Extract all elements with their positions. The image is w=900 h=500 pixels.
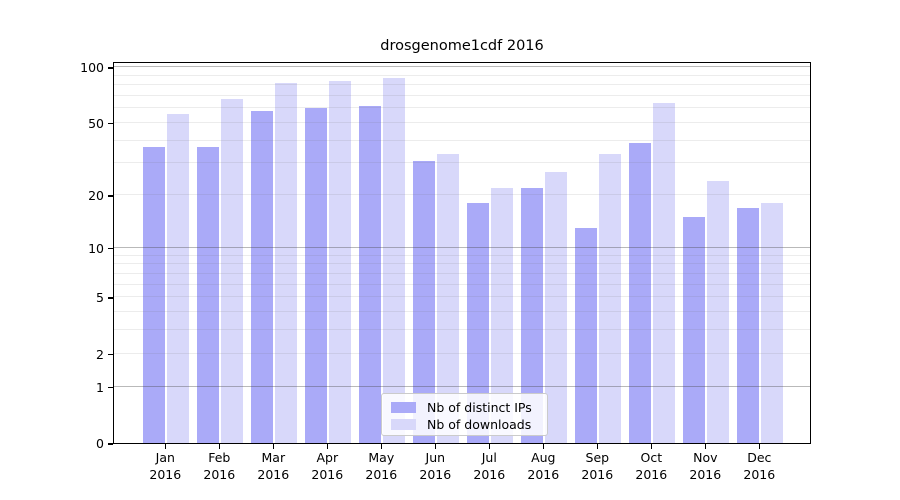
bar-aug-2016-downloads (545, 171, 568, 443)
bar-nov-2016-distinct-ips (683, 217, 706, 443)
x-tick-mark-dec-2016 (758, 444, 761, 449)
x-tick-label-nov-2016: Nov 2016 (689, 450, 722, 482)
legend: Nb of distinct IPs Nb of downloads (381, 393, 548, 436)
legend-item-downloads: Nb of downloads (391, 416, 538, 433)
x-tick-mark-mar-2016 (272, 444, 275, 449)
x-tick-label-aug-2016: Aug 2016 (527, 450, 560, 482)
bar-may-2016-distinct-ips (359, 105, 382, 443)
x-tick-label-mar-2016: Mar 2016 (257, 450, 290, 482)
x-tick-mark-sep-2016 (596, 444, 599, 449)
y-tick-mark-2 (108, 353, 113, 356)
x-tick-mark-jul-2016 (488, 444, 491, 449)
bar-feb-2016-downloads (221, 99, 244, 443)
x-tick-label-oct-2016: Oct 2016 (635, 450, 668, 482)
y-tick-label-20: 20 (88, 188, 104, 204)
gridline-60 (114, 107, 810, 109)
x-tick-label-feb-2016: Feb 2016 (203, 450, 236, 482)
x-tick-mark-jun-2016 (434, 444, 437, 449)
x-tick-label-jul-2016: Jul 2016 (473, 450, 506, 482)
y-tick-label-0: 0 (96, 436, 104, 451)
x-tick-mark-nov-2016 (704, 444, 707, 449)
x-tick-mark-aug-2016 (542, 444, 545, 449)
x-tick-mark-apr-2016 (326, 444, 329, 449)
y-tick-label-100: 100 (80, 60, 104, 76)
bar-apr-2016-downloads (329, 81, 352, 443)
gridline-90 (114, 74, 810, 76)
bar-jul-2016-downloads (491, 187, 514, 443)
bar-jun-2016-downloads (437, 153, 460, 443)
y-tick-label-1: 1 (96, 379, 104, 395)
y-tick-mark-5 (108, 297, 113, 299)
x-tick-mark-feb-2016 (218, 444, 221, 449)
y-tick-label-10: 10 (88, 240, 104, 256)
legend-swatch-distinct-ips (391, 402, 416, 413)
y-tick-label-2: 2 (96, 346, 104, 362)
x-tick-label-may-2016: May 2016 (365, 450, 398, 482)
bar-jan-2016-distinct-ips (143, 146, 166, 443)
bar-apr-2016-distinct-ips (305, 108, 328, 443)
legend-item-distinct-ips: Nb of distinct IPs (391, 399, 538, 416)
gridline-50 (114, 121, 810, 123)
y-tick-mark-1 (108, 386, 113, 389)
x-tick-mark-jan-2016 (164, 444, 167, 449)
y-tick-mark-50 (108, 122, 113, 125)
legend-label-downloads: Nb of downloads (427, 417, 532, 432)
gridline-100 (114, 66, 810, 68)
bar-mar-2016-distinct-ips (251, 110, 274, 443)
y-tick-mark-0 (108, 443, 113, 445)
x-tick-label-dec-2016: Dec 2016 (743, 450, 776, 482)
x-tick-label-jan-2016: Jan 2016 (149, 450, 182, 482)
bar-sep-2016-downloads (599, 153, 622, 443)
y-tick-mark-10 (108, 247, 113, 250)
bar-dec-2016-distinct-ips (737, 207, 760, 443)
y-tick-mark-100 (108, 67, 113, 69)
bar-feb-2016-distinct-ips (197, 146, 220, 443)
x-tick-mark-may-2016 (380, 444, 383, 449)
plot-area: Nb of distinct IPs Nb of downloads (113, 62, 811, 444)
gridline-40 (114, 139, 810, 141)
bar-mar-2016-downloads (275, 83, 298, 443)
x-tick-label-jun-2016: Jun 2016 (419, 450, 452, 482)
chart-title: drosgenome1cdf 2016 (380, 38, 544, 54)
bar-dec-2016-downloads (761, 203, 784, 443)
bar-oct-2016-distinct-ips (629, 142, 652, 443)
bar-jul-2016-distinct-ips (467, 203, 490, 443)
gridline-80 (114, 84, 810, 86)
bar-aug-2016-distinct-ips (521, 187, 544, 443)
legend-label-distinct-ips: Nb of distinct IPs (427, 400, 532, 415)
bar-may-2016-downloads (383, 77, 406, 443)
x-tick-mark-oct-2016 (650, 444, 653, 449)
legend-swatch-downloads (391, 419, 416, 430)
bar-nov-2016-downloads (707, 180, 730, 443)
bar-sep-2016-distinct-ips (575, 228, 598, 443)
x-tick-label-sep-2016: Sep 2016 (581, 450, 614, 482)
y-tick-label-50: 50 (88, 115, 104, 131)
x-tick-label-apr-2016: Apr 2016 (311, 450, 344, 482)
y-tick-label-5: 5 (96, 290, 104, 306)
bar-jan-2016-downloads (167, 113, 190, 443)
bar-oct-2016-downloads (653, 103, 676, 443)
y-tick-mark-20 (108, 195, 113, 197)
gridline-70 (114, 94, 810, 96)
bar-jun-2016-distinct-ips (413, 160, 436, 443)
